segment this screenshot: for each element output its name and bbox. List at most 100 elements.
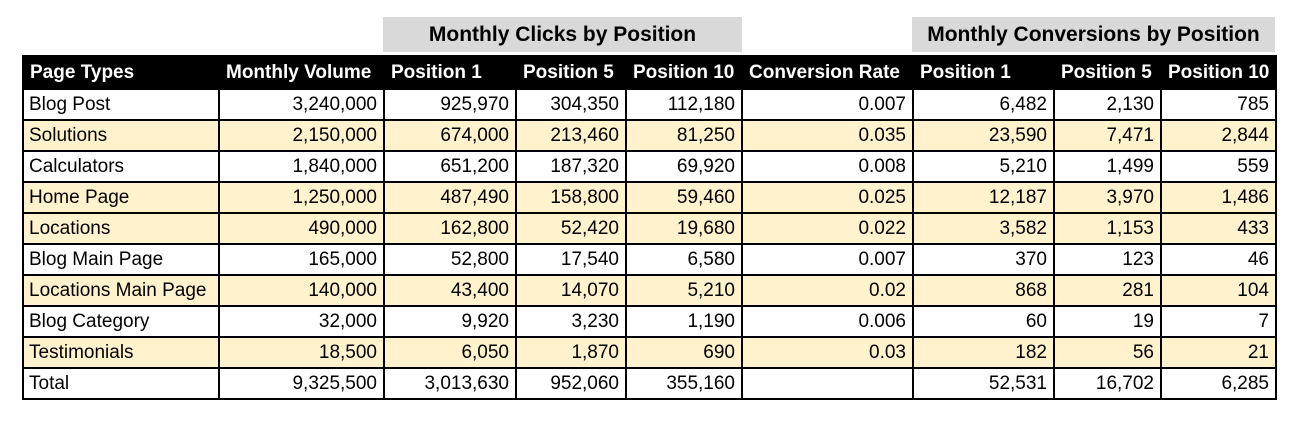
value-cell[interactable]: 52,420 [515, 212, 627, 245]
value-cell[interactable]: 5,210 [625, 274, 743, 307]
value-cell[interactable]: 785 [1160, 88, 1277, 121]
page-type-cell[interactable]: Locations [22, 212, 220, 245]
value-cell[interactable]: 0.02 [741, 274, 914, 307]
value-cell[interactable]: 56 [1053, 336, 1162, 369]
column-header[interactable]: Position 5 [515, 55, 627, 90]
value-cell[interactable]: 3,240,000 [218, 88, 385, 121]
value-cell[interactable]: 2,844 [1160, 119, 1277, 152]
value-cell[interactable]: 355,160 [625, 367, 743, 400]
value-cell[interactable]: 140,000 [218, 274, 385, 307]
clicks-section-banner[interactable]: Monthly Clicks by Position [383, 17, 742, 52]
value-cell[interactable]: 12,187 [912, 181, 1055, 214]
column-header[interactable]: Position 1 [383, 55, 517, 90]
value-cell[interactable]: 187,320 [515, 150, 627, 183]
value-cell[interactable]: 559 [1160, 150, 1277, 183]
column-header[interactable]: Page Types [22, 55, 220, 90]
value-cell[interactable]: 490,000 [218, 212, 385, 245]
value-cell[interactable]: 6,482 [912, 88, 1055, 121]
value-cell[interactable]: 1,250,000 [218, 181, 385, 214]
value-cell[interactable]: 9,325,500 [218, 367, 385, 400]
value-cell[interactable]: 0.006 [741, 305, 914, 338]
page-type-cell[interactable]: Calculators [22, 150, 220, 183]
value-cell[interactable]: 32,000 [218, 305, 385, 338]
value-cell[interactable]: 304,350 [515, 88, 627, 121]
column-header[interactable]: Position 1 [912, 55, 1055, 90]
value-cell[interactable]: 162,800 [383, 212, 517, 245]
value-cell[interactable]: 14,070 [515, 274, 627, 307]
value-cell[interactable]: 123 [1053, 243, 1162, 276]
page-type-cell[interactable]: Testimonials [22, 336, 220, 369]
value-cell[interactable]: 17,540 [515, 243, 627, 276]
column-header[interactable]: Position 10 [1160, 55, 1277, 90]
value-cell[interactable]: 60 [912, 305, 1055, 338]
value-cell[interactable]: 59,460 [625, 181, 743, 214]
value-cell[interactable]: 487,490 [383, 181, 517, 214]
value-cell[interactable]: 1,499 [1053, 150, 1162, 183]
value-cell[interactable]: 0.007 [741, 243, 914, 276]
value-cell[interactable]: 182 [912, 336, 1055, 369]
page-type-cell[interactable]: Locations Main Page [22, 274, 220, 307]
column-header[interactable]: Position 5 [1053, 55, 1162, 90]
value-cell[interactable]: 213,460 [515, 119, 627, 152]
value-cell[interactable]: 0.025 [741, 181, 914, 214]
column-header[interactable]: Position 10 [625, 55, 743, 90]
value-cell[interactable]: 0.03 [741, 336, 914, 369]
value-cell[interactable]: 19 [1053, 305, 1162, 338]
value-cell[interactable]: 69,920 [625, 150, 743, 183]
value-cell[interactable]: 1,840,000 [218, 150, 385, 183]
value-cell[interactable]: 19,680 [625, 212, 743, 245]
page-type-cell[interactable]: Blog Category [22, 305, 220, 338]
value-cell[interactable]: 3,970 [1053, 181, 1162, 214]
page-type-cell[interactable]: Total [22, 367, 220, 400]
page-type-cell[interactable]: Home Page [22, 181, 220, 214]
conversions-section-banner[interactable]: Monthly Conversions by Position [912, 17, 1275, 52]
value-cell[interactable]: 9,920 [383, 305, 517, 338]
page-type-cell[interactable]: Blog Post [22, 88, 220, 121]
column-header[interactable]: Monthly Volume [218, 55, 385, 90]
value-cell[interactable]: 925,970 [383, 88, 517, 121]
value-cell[interactable]: 281 [1053, 274, 1162, 307]
value-cell[interactable]: 52,531 [912, 367, 1055, 400]
value-cell[interactable]: 21 [1160, 336, 1277, 369]
value-cell[interactable]: 433 [1160, 212, 1277, 245]
value-cell[interactable]: 0.022 [741, 212, 914, 245]
value-cell[interactable]: 3,582 [912, 212, 1055, 245]
value-cell[interactable]: 0.007 [741, 88, 914, 121]
value-cell[interactable]: 112,180 [625, 88, 743, 121]
value-cell[interactable]: 46 [1160, 243, 1277, 276]
value-cell[interactable]: 52,800 [383, 243, 517, 276]
value-cell[interactable]: 952,060 [515, 367, 627, 400]
value-cell[interactable]: 16,702 [1053, 367, 1162, 400]
value-cell[interactable]: 104 [1160, 274, 1277, 307]
value-cell[interactable]: 868 [912, 274, 1055, 307]
value-cell[interactable]: 7,471 [1053, 119, 1162, 152]
value-cell[interactable]: 18,500 [218, 336, 385, 369]
value-cell[interactable]: 2,130 [1053, 88, 1162, 121]
value-cell[interactable]: 7 [1160, 305, 1277, 338]
value-cell[interactable]: 23,590 [912, 119, 1055, 152]
value-cell[interactable]: 3,230 [515, 305, 627, 338]
value-cell[interactable]: 3,013,630 [383, 367, 517, 400]
page-type-cell[interactable]: Solutions [22, 119, 220, 152]
value-cell[interactable]: 370 [912, 243, 1055, 276]
value-cell[interactable]: 0.035 [741, 119, 914, 152]
value-cell[interactable]: 6,050 [383, 336, 517, 369]
value-cell[interactable]: 674,000 [383, 119, 517, 152]
value-cell[interactable]: 0.008 [741, 150, 914, 183]
value-cell[interactable]: 6,285 [1160, 367, 1277, 400]
value-cell[interactable]: 690 [625, 336, 743, 369]
value-cell[interactable]: 1,486 [1160, 181, 1277, 214]
value-cell[interactable]: 81,250 [625, 119, 743, 152]
value-cell[interactable]: 165,000 [218, 243, 385, 276]
value-cell[interactable] [741, 367, 914, 400]
column-header[interactable]: Conversion Rate [741, 55, 914, 90]
value-cell[interactable]: 158,800 [515, 181, 627, 214]
value-cell[interactable]: 1,190 [625, 305, 743, 338]
value-cell[interactable]: 2,150,000 [218, 119, 385, 152]
value-cell[interactable]: 43,400 [383, 274, 517, 307]
value-cell[interactable]: 1,153 [1053, 212, 1162, 245]
value-cell[interactable]: 5,210 [912, 150, 1055, 183]
page-type-cell[interactable]: Blog Main Page [22, 243, 220, 276]
value-cell[interactable]: 6,580 [625, 243, 743, 276]
value-cell[interactable]: 1,870 [515, 336, 627, 369]
